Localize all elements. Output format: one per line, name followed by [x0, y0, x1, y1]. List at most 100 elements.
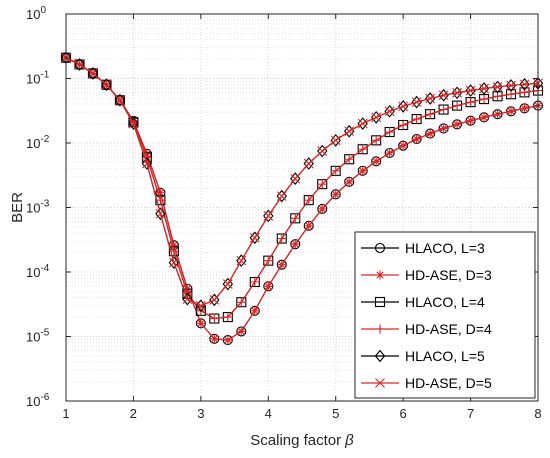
- series-point: [290, 239, 300, 249]
- y-tick-base: 10: [26, 72, 40, 87]
- series-point: [371, 156, 381, 166]
- series-point: [209, 293, 220, 307]
- y-tick-exponent: -6: [40, 392, 49, 403]
- series-point: [115, 95, 125, 106]
- series-point: [412, 134, 422, 144]
- series-point: [155, 188, 165, 198]
- y-tick-base: 10: [26, 265, 40, 280]
- series-point: [209, 334, 219, 344]
- series-point: [141, 157, 153, 170]
- y-tick-exponent: -3: [40, 199, 49, 210]
- series-line: [65, 57, 539, 307]
- series-point: [492, 82, 503, 92]
- series-point: [142, 158, 152, 169]
- series-point: [357, 118, 368, 129]
- series-point: [303, 158, 314, 169]
- legend-marker: [374, 349, 386, 363]
- series-point: [304, 195, 314, 205]
- series-point: [276, 191, 287, 202]
- series-point: [385, 127, 395, 137]
- series-point: [222, 279, 233, 289]
- series-point: [331, 189, 341, 199]
- legend-item: HD-ASE, D=4: [361, 321, 492, 337]
- x-axis-label-symbol: β: [344, 432, 354, 449]
- series-point: [195, 300, 206, 311]
- series-point: [344, 177, 354, 187]
- y-tick-exponent: -4: [40, 263, 49, 274]
- legend: HLACO, L=3 HD-ASE, D=3 HLACO, L=4 HD-ASE, D…: [354, 231, 536, 399]
- y-tick-label: 10-1: [26, 70, 50, 87]
- series-point: [478, 82, 490, 95]
- series-point: [276, 189, 287, 203]
- series-point: [452, 119, 462, 129]
- series-point: [290, 213, 300, 223]
- series-point: [169, 240, 179, 250]
- series-point: [250, 306, 260, 316]
- series-point: [506, 80, 516, 91]
- series-point: [438, 90, 449, 101]
- series-line: [65, 57, 539, 320]
- series-layer: [60, 51, 544, 346]
- series-point: [250, 277, 260, 287]
- series-point: [385, 148, 395, 158]
- y-tick-label: 10-6: [26, 392, 50, 409]
- series-point: [466, 97, 476, 107]
- series-point: [249, 232, 260, 243]
- series-point: [236, 255, 247, 266]
- series-point: [344, 126, 355, 137]
- legend-label: HD-ASE, D=4: [405, 321, 492, 337]
- series-point: [425, 93, 436, 104]
- series-point: [155, 208, 166, 219]
- series-point: [505, 79, 517, 92]
- x-tick-label: 2: [130, 406, 137, 421]
- series-point: [263, 256, 273, 266]
- series-point: [249, 231, 261, 245]
- series-point: [236, 254, 247, 268]
- series-point: [398, 101, 409, 112]
- y-tick-exponent: -1: [40, 70, 49, 81]
- series-point: [439, 105, 449, 115]
- x-tick-label: 5: [332, 406, 339, 421]
- series-point: [223, 335, 233, 345]
- legend-marker: [375, 270, 385, 280]
- legend-marker: [374, 242, 386, 254]
- series-point: [182, 292, 193, 306]
- series-point: [196, 318, 206, 328]
- series-point: [330, 135, 341, 146]
- series-point: [384, 104, 395, 118]
- series-point: [168, 257, 179, 268]
- series-point: [304, 221, 314, 231]
- legend-label: HD-ASE, D=3: [405, 267, 492, 283]
- legend-label: HLACO, L=3: [405, 240, 485, 256]
- series-point: [384, 106, 395, 117]
- series-point: [479, 83, 489, 94]
- series-point: [371, 112, 382, 123]
- series-point: [371, 135, 381, 145]
- legend-label: HLACO, L=4: [405, 294, 485, 310]
- legend-marker: [375, 324, 385, 334]
- series-point: [182, 294, 193, 304]
- series-line: [65, 57, 539, 341]
- legend-marker: [374, 296, 386, 308]
- series-point: [101, 79, 112, 90]
- series-point: [424, 92, 436, 105]
- series-point: [114, 93, 126, 107]
- y-tick-label: 10-3: [26, 199, 50, 216]
- series-point: [277, 260, 287, 270]
- y-tick-label: 10-5: [26, 328, 50, 345]
- x-tick-label: 7: [467, 406, 474, 421]
- series-point: [452, 87, 462, 98]
- x-tick-label: 4: [265, 406, 272, 421]
- y-axis-label: BER: [9, 192, 26, 223]
- legend-item: HD-ASE, D=5: [361, 375, 492, 391]
- x-axis-label-text: Scaling factor: [250, 432, 341, 449]
- series-point: [317, 179, 327, 189]
- legend-marker: [375, 378, 385, 388]
- legend-item: HLACO, L=5: [361, 348, 485, 364]
- legend-item: HLACO, L=4: [361, 294, 485, 310]
- series-point: [425, 129, 435, 139]
- series-point: [358, 144, 368, 154]
- series-point: [411, 95, 422, 109]
- legend-label: HLACO, L=5: [405, 348, 485, 364]
